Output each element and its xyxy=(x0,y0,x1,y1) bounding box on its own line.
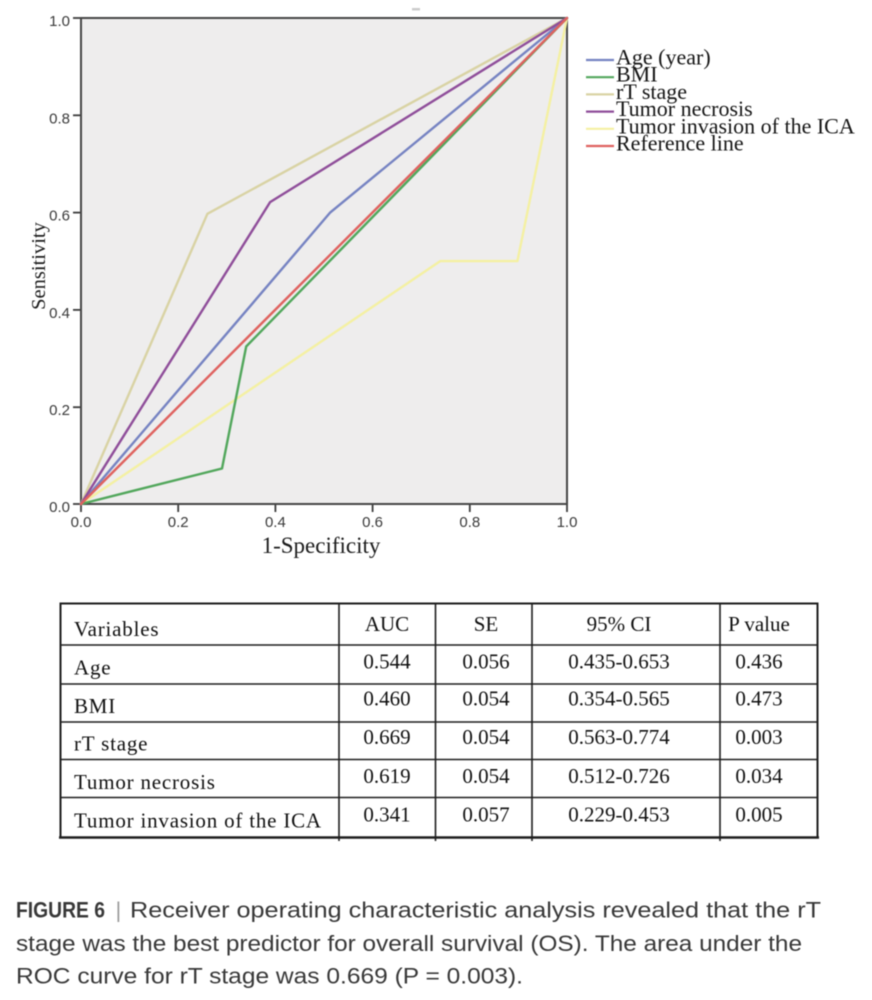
svg-text:Tumor invasion of the ICA: Tumor invasion of the ICA xyxy=(74,809,322,833)
svg-text:Tumor invasion of the ICA: Tumor invasion of the ICA xyxy=(616,113,855,138)
svg-text:Variables: Variables xyxy=(74,617,159,641)
svg-text:0.473: 0.473 xyxy=(735,687,782,711)
svg-text:0.8: 0.8 xyxy=(49,110,70,127)
svg-text:0.460: 0.460 xyxy=(363,687,410,711)
svg-text:0.6: 0.6 xyxy=(49,208,70,225)
svg-text:AUC: AUC xyxy=(365,612,409,636)
svg-text:0.619: 0.619 xyxy=(363,764,410,788)
svg-text:BMI: BMI xyxy=(616,62,658,87)
svg-text:0.512-0.726: 0.512-0.726 xyxy=(568,764,670,788)
svg-text:0.054: 0.054 xyxy=(462,764,510,788)
svg-text:0.0: 0.0 xyxy=(71,514,92,531)
svg-text:1-Specificity: 1-Specificity xyxy=(262,533,381,558)
svg-text:0.2: 0.2 xyxy=(168,514,189,531)
svg-text:0.2: 0.2 xyxy=(49,402,70,419)
svg-text:SE: SE xyxy=(474,612,499,636)
svg-text:stage was the best predictor f: stage was the best predictor for overall… xyxy=(16,931,802,956)
svg-text:0.229-0.453: 0.229-0.453 xyxy=(568,803,670,827)
svg-text:0.056: 0.056 xyxy=(462,650,509,674)
svg-text:0.436: 0.436 xyxy=(735,650,782,674)
svg-text:0.8: 0.8 xyxy=(459,514,480,531)
svg-text:0.057: 0.057 xyxy=(462,803,509,827)
svg-text:0.563-0.774: 0.563-0.774 xyxy=(568,725,670,749)
svg-text:0.0: 0.0 xyxy=(49,499,70,516)
svg-text:0.544: 0.544 xyxy=(363,650,411,674)
svg-text:0.054: 0.054 xyxy=(462,725,510,749)
svg-text:0.4: 0.4 xyxy=(265,514,286,531)
svg-text:0.341: 0.341 xyxy=(363,803,410,827)
svg-text:1.0: 1.0 xyxy=(557,514,578,531)
svg-text:0.354-0.565: 0.354-0.565 xyxy=(568,687,670,711)
svg-text:Age (year): Age (year) xyxy=(616,45,711,70)
svg-text:Tumor necrosis: Tumor necrosis xyxy=(74,770,216,794)
svg-text:95% CI: 95% CI xyxy=(587,612,652,636)
svg-text:Age: Age xyxy=(74,656,111,680)
svg-text:Sensitivity: Sensitivity xyxy=(28,221,50,309)
svg-text:0.054: 0.054 xyxy=(462,687,510,711)
svg-text:rT stage: rT stage xyxy=(616,79,687,104)
svg-text:1.0: 1.0 xyxy=(49,13,70,30)
svg-text:0.669: 0.669 xyxy=(363,725,410,749)
svg-text:BMI: BMI xyxy=(74,694,116,718)
svg-text:Tumor necrosis: Tumor necrosis xyxy=(616,96,753,121)
svg-text:Reference line: Reference line xyxy=(616,131,744,156)
svg-text:0.435-0.653: 0.435-0.653 xyxy=(568,650,670,674)
svg-text:ROC curve for rT stage was 0.6: ROC curve for rT stage was 0.669 (P = 0.… xyxy=(16,964,523,989)
svg-text:0.003: 0.003 xyxy=(735,725,782,749)
svg-text:0.4: 0.4 xyxy=(49,305,70,322)
svg-text:0.005: 0.005 xyxy=(735,803,782,827)
svg-text:Receiver operating characteris: Receiver operating characteristic analys… xyxy=(130,898,821,923)
svg-text:FIGURE 6: FIGURE 6 xyxy=(16,898,105,923)
svg-text:0.034: 0.034 xyxy=(735,764,783,788)
svg-text:|: | xyxy=(116,898,122,923)
svg-text:0.6: 0.6 xyxy=(362,514,383,531)
svg-text:rT stage: rT stage xyxy=(74,732,148,756)
svg-text:P value: P value xyxy=(728,612,790,636)
